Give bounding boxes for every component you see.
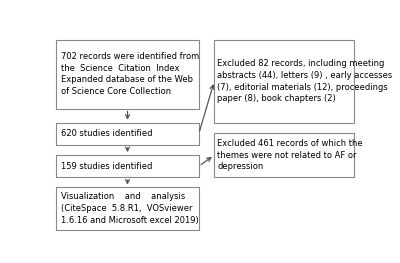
FancyBboxPatch shape (214, 40, 354, 123)
FancyBboxPatch shape (56, 155, 199, 177)
FancyBboxPatch shape (56, 188, 199, 230)
Text: 702 records were identified from
the  Science  Citation  Index
Expanded database: 702 records were identified from the Sci… (61, 52, 199, 96)
Text: Excluded 461 records of which the
themes were not related to AF or
depression: Excluded 461 records of which the themes… (218, 139, 363, 171)
Text: Visualization    and    analysis
(CiteSpace  5.8.R1,  VOSviewer
1.6.16 and Micro: Visualization and analysis (CiteSpace 5.… (61, 193, 198, 225)
FancyBboxPatch shape (56, 123, 199, 145)
FancyBboxPatch shape (56, 40, 199, 109)
FancyBboxPatch shape (214, 133, 354, 177)
Text: 620 studies identified: 620 studies identified (61, 129, 152, 138)
Text: 159 studies identified: 159 studies identified (61, 162, 152, 171)
Text: Excluded 82 records, including meeting
abstracts (44), letters (9) , early acces: Excluded 82 records, including meeting a… (218, 59, 393, 103)
